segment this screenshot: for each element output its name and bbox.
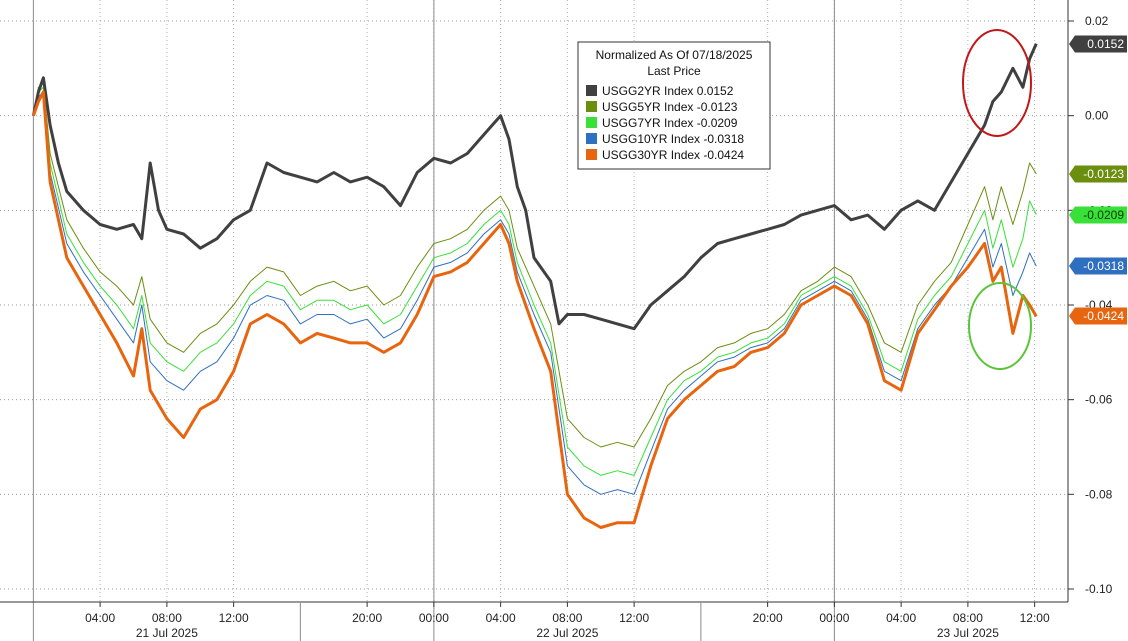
legend-entry: USGG10YR Index -0.0318	[602, 132, 744, 146]
series-line-usgg7yr	[32, 86, 1037, 476]
red-annotation-ellipse	[962, 29, 1032, 137]
legend-entry: USGG5YR Index -0.0123	[602, 100, 738, 114]
legend-swatch	[586, 133, 597, 144]
series-line-usgg10yr	[32, 91, 1037, 495]
y-tick-label: -0.10	[1085, 582, 1113, 596]
legend-swatch	[586, 101, 597, 112]
y-tick-label: -0.08	[1085, 487, 1113, 501]
last-value-tag	[1069, 35, 1127, 53]
grid	[0, 0, 1068, 641]
x-tick-label: 12:00	[219, 611, 249, 625]
x-tick-label: 08:00	[152, 611, 182, 625]
series-line-usgg30yr	[31, 90, 1038, 529]
last-value-text: -0.0318	[1083, 259, 1124, 273]
legend-entry: USGG2YR Index 0.0152	[602, 84, 734, 98]
x-axis: 04:00 08:00 12:00 20:00 00:00 04:00 08:00 12:00…	[0, 601, 1068, 640]
legend-swatch	[586, 149, 597, 160]
y-tick-label: 0.00	[1085, 109, 1109, 123]
legend-title: Normalized As Of 07/18/2025	[596, 48, 753, 62]
x-tick-label: 00:00	[419, 611, 449, 625]
series-line-usgg5yr	[32, 82, 1037, 448]
annotations	[962, 29, 1032, 370]
y-tick-label: -0.06	[1085, 393, 1113, 407]
x-tick-label: 04:00	[886, 611, 916, 625]
legend: Normalized As Of 07/18/2025 Last Price USG…	[577, 41, 771, 170]
legend-swatch	[586, 117, 597, 128]
legend-entry: USGG30YR Index -0.0424	[602, 148, 744, 162]
last-value-tag	[1069, 165, 1127, 183]
legend-box	[577, 41, 771, 170]
y-tick-label: 0.02	[1085, 14, 1109, 28]
last-value-text: -0.0209	[1083, 208, 1124, 222]
x-tick-label: 12:00	[619, 611, 649, 625]
x-tick-label: 04:00	[85, 611, 115, 625]
day-label: 23 Jul 2025	[937, 626, 999, 640]
legend-swatch	[586, 85, 597, 96]
x-tick-label: 00:00	[819, 611, 849, 625]
x-tick-label: 12:00	[1020, 611, 1050, 625]
last-value-tag	[1069, 206, 1127, 224]
day-label: 22 Jul 2025	[536, 626, 598, 640]
last-value-text: 0.0152	[1087, 37, 1124, 51]
x-tick-label: 08:00	[953, 611, 983, 625]
green-annotation-ellipse	[968, 282, 1032, 370]
x-tick-label: 20:00	[352, 611, 382, 625]
last-value-text: -0.0424	[1083, 309, 1124, 323]
x-tick-label: 20:00	[753, 611, 783, 625]
day-label: 21 Jul 2025	[136, 626, 198, 640]
last-value-tag	[1069, 307, 1127, 325]
last-value-tag	[1069, 257, 1127, 275]
last-value-labels: 0.0152 -0.0123 -0.0209 -0.0318 -0.0424	[1069, 35, 1127, 325]
series-lines	[31, 43, 1038, 529]
x-tick-label: 08:00	[552, 611, 582, 625]
legend-subtitle: Last Price	[647, 64, 701, 78]
last-value-text: -0.0123	[1083, 167, 1124, 181]
legend-entry: USGG7YR Index -0.0209	[602, 116, 738, 130]
series-line-usgg2yr	[31, 43, 1038, 331]
y-axis: 0.020.00-0.02-0.04-0.06-0.08-0.10	[1067, 0, 1113, 602]
x-tick-label: 04:00	[486, 611, 516, 625]
